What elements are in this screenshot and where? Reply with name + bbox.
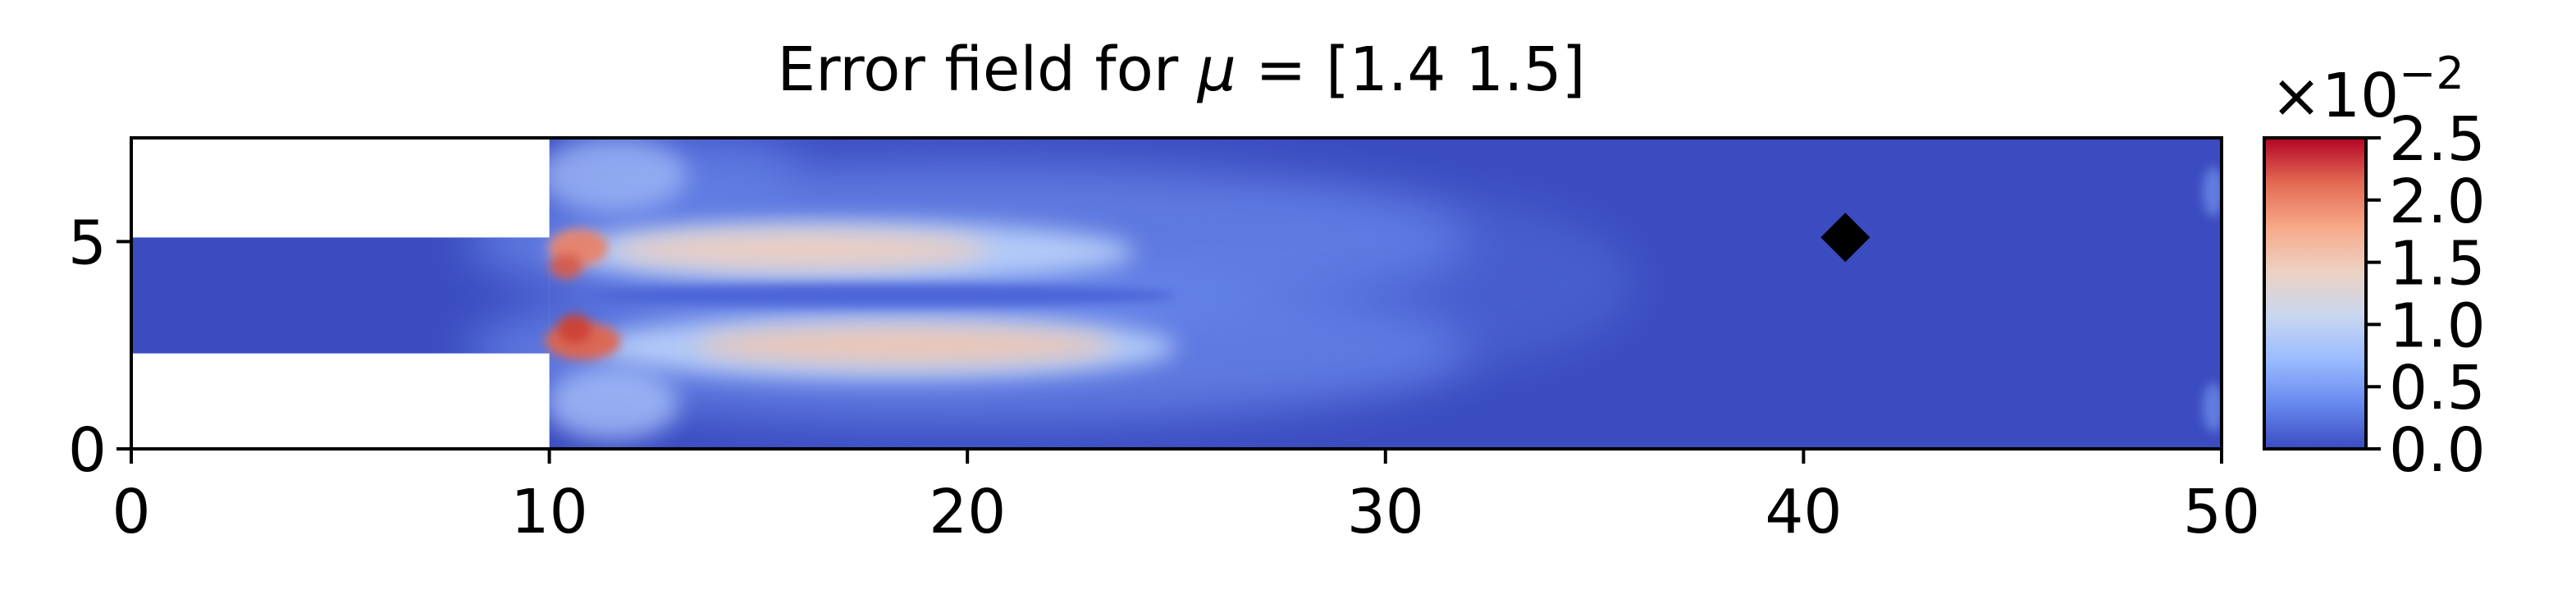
- y-tick-label-0: 0: [68, 415, 107, 486]
- chart-title: Error field for μ = [1.4 1.5]: [777, 34, 1585, 105]
- colorbar-tick-label-2.5: 2.5: [2389, 104, 2486, 175]
- colorbar-tick-label-1.0: 1.0: [2389, 290, 2486, 361]
- upper-step-wall: [131, 138, 550, 238]
- colorbar-gradient: [2264, 138, 2366, 449]
- x-tick-label-30: 30: [1347, 477, 1424, 547]
- field-blob: [1135, 191, 1637, 375]
- x-axis: 0 10 20 30 40 50: [112, 449, 2260, 547]
- colorbar-frame: [2263, 136, 2368, 451]
- x-tick-label-20: 20: [929, 477, 1006, 547]
- x-tick-label-0: 0: [112, 477, 150, 547]
- field-blob: [2203, 382, 2222, 432]
- x-tick-label-50: 50: [2183, 477, 2260, 547]
- colorbar-tick-label-2.0: 2.0: [2389, 167, 2486, 237]
- field-blob: [557, 313, 591, 344]
- field-blob: [591, 283, 1176, 308]
- colorbar-scale-label: ×10−2: [2271, 48, 2464, 131]
- marker-diamond: [1820, 213, 1870, 263]
- error-field-layers: [465, 138, 2222, 441]
- lower-step-wall: [131, 353, 550, 449]
- plot-frame: [130, 136, 2223, 451]
- title-suffix: = [1.4 1.5]: [1236, 34, 1586, 105]
- plot-area: [131, 138, 2222, 449]
- y-axis: 05: [68, 208, 131, 486]
- field-blob: [612, 231, 989, 269]
- colorbar-scale-exponent: −2: [2399, 48, 2464, 99]
- x-tick-label-40: 40: [1765, 477, 1842, 547]
- colorbar-tick-label-0.5: 0.5: [2389, 353, 2486, 423]
- field-blob: [545, 365, 679, 441]
- title-mu-symbol: μ: [1197, 34, 1236, 105]
- marks-layer: [1820, 213, 1870, 263]
- colorbar: 0.00.51.01.52.02.5 ×10−2: [2263, 48, 2486, 486]
- colorbar-tick-label-0.0: 0.0: [2389, 415, 2486, 486]
- title-prefix: Error field for: [777, 34, 1197, 105]
- field-blob: [537, 138, 687, 213]
- y-tick-label-5: 5: [68, 208, 107, 278]
- field-blob: [2203, 167, 2222, 217]
- x-tick-label-10: 10: [511, 477, 588, 547]
- field-blob: [695, 326, 1114, 364]
- colorbar-tick-label-1.5: 1.5: [2389, 229, 2486, 300]
- field-blob: [549, 254, 583, 279]
